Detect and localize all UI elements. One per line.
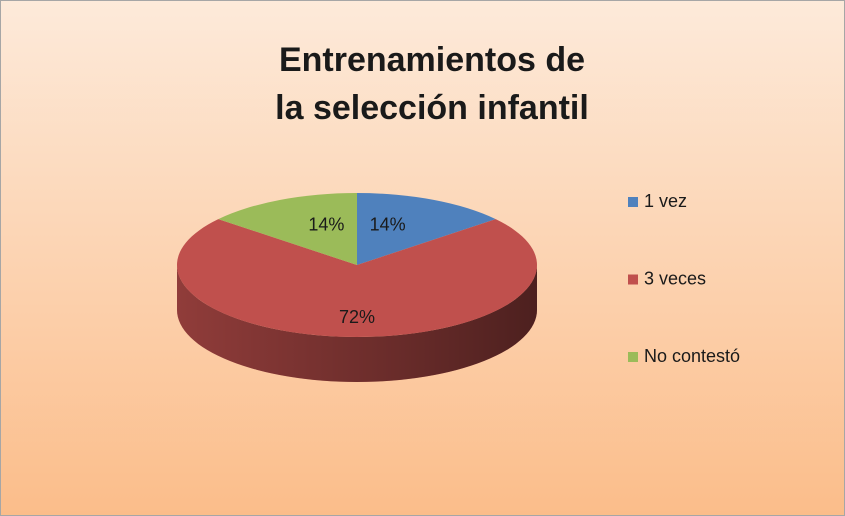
slice [176,219,538,337]
data-label: 14% [308,215,344,235]
data-label: 14% [370,215,406,235]
legend-swatch [628,274,638,285]
chart-title: la selección infantil [275,89,589,127]
legend-label: No contestó [644,346,740,366]
slice [218,193,357,265]
chart-title: Entrenamientos de [279,41,585,79]
slice-side-shade [177,265,537,382]
legend-label: 1 vez [644,191,687,211]
slice [357,193,496,265]
legend-label: 3 veces [644,268,706,288]
legend-swatch [628,352,638,362]
data-label: 72% [339,307,375,327]
legend-swatch [628,197,638,207]
